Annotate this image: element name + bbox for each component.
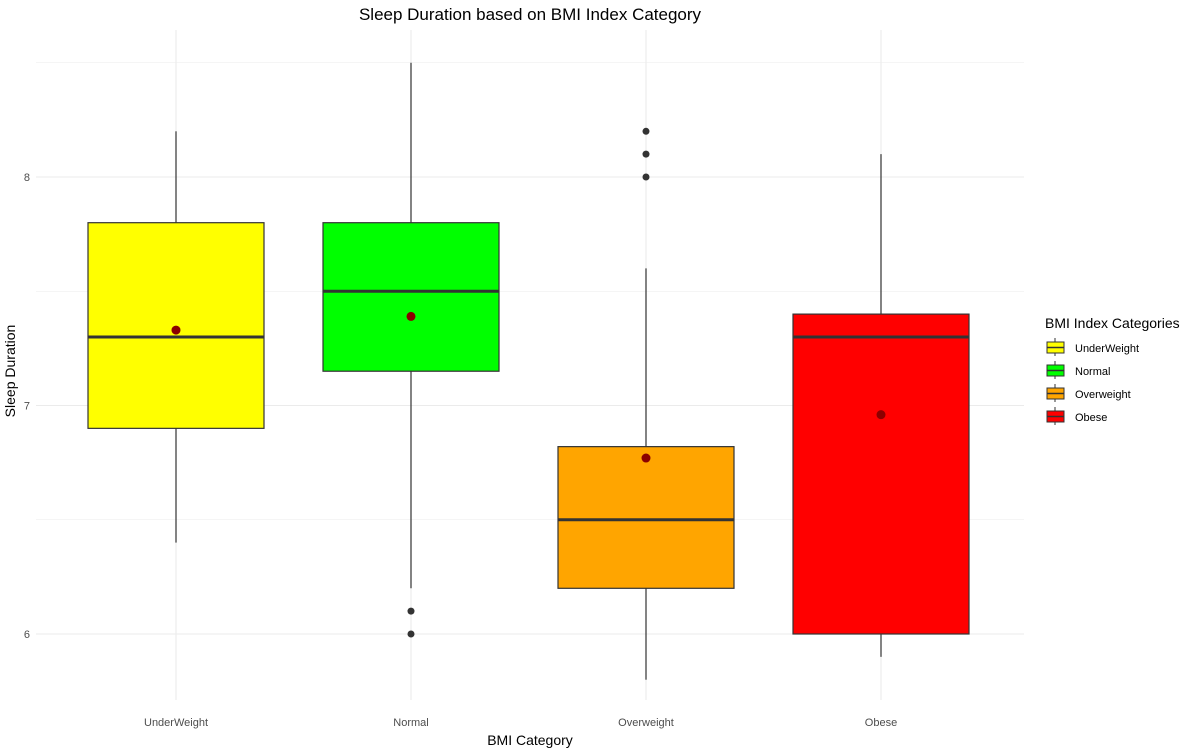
legend-label: Normal (1075, 366, 1110, 378)
x-tick-label: Obese (865, 717, 897, 729)
box (322, 222, 500, 372)
outlier-point (642, 173, 650, 181)
legend: BMI Index Categories UnderWeight Normal Ov… (1045, 315, 1180, 425)
x-tick-label: Overweight (618, 717, 674, 729)
y-tick-label: 6 (24, 629, 30, 641)
y-axis-title: Sleep Duration (2, 325, 18, 418)
x-axis-title: BMI Category (487, 732, 573, 748)
mean-point (641, 453, 651, 463)
legend-label: Overweight (1075, 389, 1131, 401)
mean-point (171, 325, 181, 335)
chart-title: Sleep Duration based on BMI Index Catego… (359, 5, 702, 24)
box-layer (87, 62, 970, 680)
legend-label: Obese (1075, 412, 1107, 424)
outlier-point (407, 607, 415, 615)
outlier-point (642, 127, 650, 135)
mean-point (406, 311, 416, 321)
legend-title: BMI Index Categories (1045, 315, 1180, 331)
y-tick-label: 8 (24, 172, 30, 184)
outlier-point (642, 150, 650, 158)
x-tick-label: UnderWeight (144, 717, 208, 729)
box (792, 313, 970, 635)
outlier-point (407, 630, 415, 638)
legend-label: UnderWeight (1075, 343, 1139, 355)
box (557, 446, 735, 589)
x-tick-label: Normal (393, 717, 428, 729)
mean-point (876, 410, 886, 420)
y-tick-label: 7 (24, 401, 30, 413)
box (87, 222, 265, 429)
tick-labels: 6 7 8 UnderWeight Normal Overweight Obese (24, 172, 897, 729)
